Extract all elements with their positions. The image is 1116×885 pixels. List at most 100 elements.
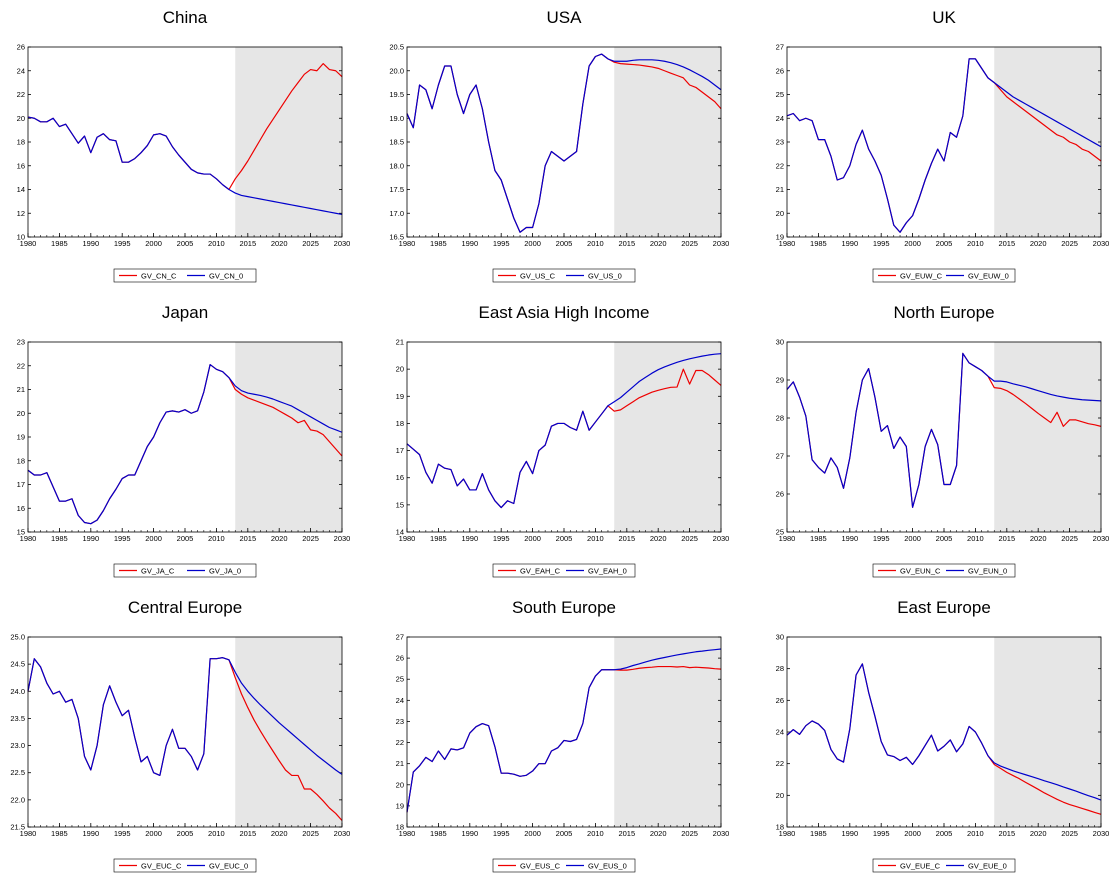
series-line-gv_euw_0 [786,58,1102,233]
x-tick-label: 2015 [618,829,635,838]
x-tick-label: 1980 [399,534,416,543]
y-tick-label: 26 [776,490,784,499]
y-tick-label: 10 [17,233,25,242]
x-tick-label: 2030 [334,239,351,248]
legend: GV_JA_C GV_JA_0 [113,563,257,578]
y-tick-label: 21 [776,185,784,194]
chart-title: North Europe [893,303,994,322]
series-line-gv_ja_0 [27,363,343,525]
x-tick-label: 2010 [587,829,604,838]
y-tick-label: 17 [17,480,25,489]
y-tick-label: 14 [396,528,404,537]
y-tick-label: 20 [17,114,25,123]
x-tick-label: 2005 [556,239,573,248]
x-tick-label: 1990 [841,239,858,248]
x-tick-label: 2030 [713,534,730,543]
legend: GV_US_C GV_US_0 [492,268,636,283]
legend-label: GV_EAH_C [520,566,561,575]
legend-label: GV_EUN_C [900,566,941,575]
x-tick-label: 1995 [114,239,131,248]
y-tick-label: 22 [776,161,784,170]
y-tick-label: 17.0 [389,209,404,218]
legend-box [492,268,636,283]
chart-panel: USA 16.5 17.0 17.5 18.0 18.5 19.0 19.5 20.0 20.5 1… [389,8,730,283]
legend-box [113,858,257,873]
y-tick-label: 22 [17,90,25,99]
y-tick-label: 21 [17,385,25,394]
y-tick-label: 20 [776,209,784,218]
x-tick-label: 2025 [302,829,319,838]
y-tick-label: 17.5 [389,185,404,194]
x-tick-label: 2030 [713,239,730,248]
legend-label: GV_JA_0 [209,566,241,575]
y-tick-label: 26 [776,66,784,75]
x-tick-label: 2000 [145,239,162,248]
x-tick-label: 2010 [587,534,604,543]
chart-panel: Japan 15 16 17 18 19 20 21 22 23 1980 1985 1990 1995 2… [17,303,350,578]
x-tick-label: 2020 [1030,829,1047,838]
forecast-shade [235,47,342,237]
y-tick-label: 14 [17,185,25,194]
chart-title: Central Europe [128,598,242,617]
legend-label: GV_CN_0 [209,271,243,280]
x-tick-label: 1990 [82,239,99,248]
chart-title: East Europe [897,598,991,617]
legend-box [492,563,636,578]
legend-box [113,268,257,283]
y-tick-label: 18.5 [389,138,404,147]
x-tick-label: 2015 [618,239,635,248]
y-tick-label: 30 [776,633,784,642]
y-tick-label: 20 [396,365,404,374]
x-tick-label: 1980 [20,829,37,838]
x-tick-label: 1990 [461,239,478,248]
x-tick-label: 1980 [779,239,796,248]
plot-frame [406,636,722,828]
x-tick-label: 2025 [681,829,698,838]
x-tick-label: 2000 [904,534,921,543]
legend: GV_EUN_C GV_EUN_0 [872,563,1016,578]
x-tick-label: 1995 [493,534,510,543]
y-tick-label: 26 [396,654,404,663]
x-tick-label: 2005 [177,239,194,248]
x-tick-label: 2005 [177,534,194,543]
legend: GV_CN_C GV_CN_0 [113,268,257,283]
x-tick-label: 1990 [82,829,99,838]
x-tick-label: 2015 [618,534,635,543]
x-tick-label: 2015 [998,534,1015,543]
y-tick-label: 16 [17,504,25,513]
series-line-gv_cn_0 [27,116,343,216]
y-tick-label: 17 [396,446,404,455]
plot-frame [786,341,1102,533]
plot-frame [786,46,1102,238]
y-tick-label: 23.0 [10,741,25,750]
legend-label: GV_CN_C [141,271,177,280]
y-tick-label: 19.5 [389,90,404,99]
legend-label: GV_US_0 [588,271,622,280]
x-tick-label: 2020 [271,239,288,248]
plot-frame [406,341,722,533]
x-tick-label: 2025 [302,239,319,248]
legend: GV_EAH_C GV_EAH_0 [492,563,636,578]
x-tick-label: 2025 [1061,534,1078,543]
x-tick-label: 2005 [936,829,953,838]
x-tick-label: 1980 [779,534,796,543]
chart-title: USA [547,8,583,27]
y-tick-label: 20.0 [389,66,404,75]
legend-label: GV_EUE_0 [968,861,1007,870]
x-tick-label: 2005 [556,829,573,838]
legend-box [872,563,1016,578]
x-tick-label: 1985 [51,239,68,248]
y-tick-label: 19 [776,233,784,242]
x-tick-label: 2010 [208,829,225,838]
x-tick-label: 1980 [20,239,37,248]
y-tick-label: 19 [17,433,25,442]
forecast-shade [235,637,342,827]
x-tick-label: 2010 [208,534,225,543]
y-tick-label: 22.5 [10,768,25,777]
x-tick-label: 1985 [430,829,447,838]
x-tick-label: 2015 [239,534,256,543]
y-tick-label: 18 [17,138,25,147]
x-tick-label: 2015 [239,829,256,838]
y-tick-label: 27 [776,43,784,52]
x-tick-label: 1990 [461,829,478,838]
